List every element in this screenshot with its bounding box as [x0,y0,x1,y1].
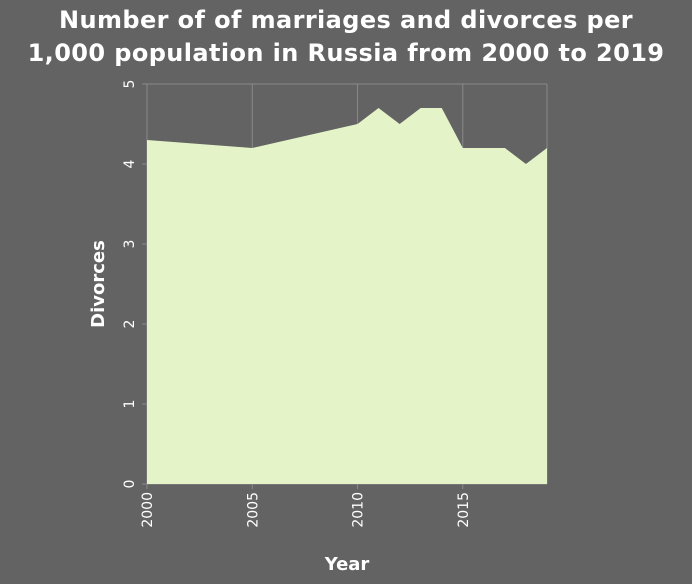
y-axis-ticks: 0 1 2 3 4 5 [122,80,147,489]
y-tick-label: 0 [122,480,138,489]
y-tick-label: 4 [122,159,138,168]
x-axis-label: Year [324,554,370,575]
chart-title: Number of of marriages and divorces per … [0,4,692,70]
divorces-area [147,108,547,484]
x-tick-label: 2010 [351,492,367,528]
y-tick-label: 1 [122,400,138,409]
chart-title-line-1: Number of of marriages and divorces per [58,6,634,34]
x-tick-label: 2005 [245,492,261,528]
y-axis-label: Divorces [88,240,109,328]
y-tick-label: 5 [122,80,138,89]
chart-title-line-2: 1,000 population in Russia from 2000 to … [27,39,665,67]
y-tick-label: 2 [122,320,138,329]
x-axis-ticks: 2000 2005 2010 2015 [140,484,472,528]
x-tick-label: 2000 [140,492,156,528]
y-tick-label: 3 [122,240,138,249]
x-tick-label: 2015 [456,492,472,528]
